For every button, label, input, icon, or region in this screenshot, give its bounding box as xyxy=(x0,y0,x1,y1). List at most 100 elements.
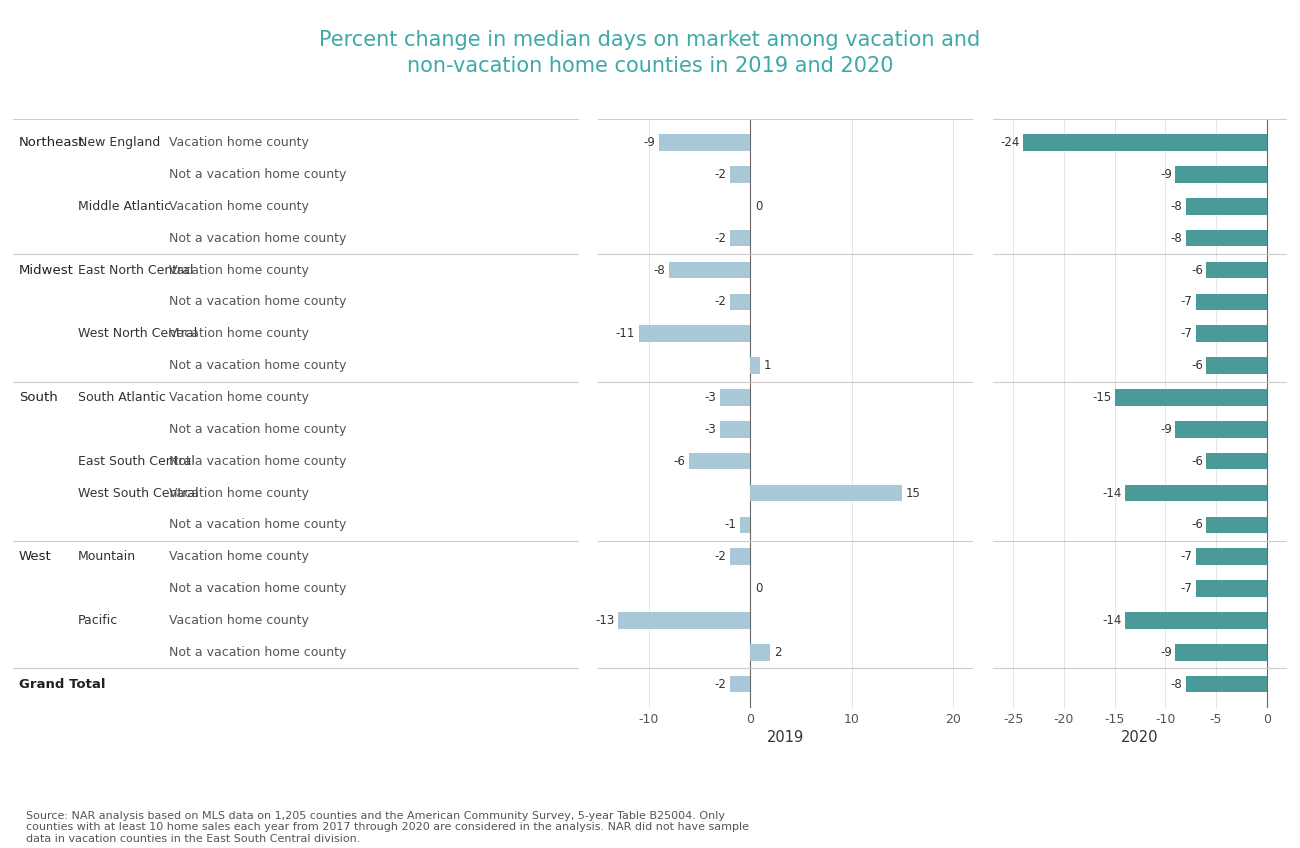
Bar xyxy=(1206,357,1266,374)
Text: Vacation home county: Vacation home county xyxy=(169,327,308,340)
Bar xyxy=(750,357,760,374)
Text: -6: -6 xyxy=(1191,359,1202,372)
Text: -2: -2 xyxy=(715,232,727,245)
Text: Not a vacation home county: Not a vacation home county xyxy=(169,455,346,468)
Text: -1: -1 xyxy=(724,518,737,532)
Bar xyxy=(729,676,750,693)
Text: Vacation home county: Vacation home county xyxy=(169,487,308,499)
Bar xyxy=(1124,485,1266,501)
Text: Source: NAR analysis based on MLS data on 1,205 counties and the American Commun: Source: NAR analysis based on MLS data o… xyxy=(26,811,749,844)
Text: Vacation home county: Vacation home county xyxy=(169,550,308,563)
Bar xyxy=(1186,676,1266,693)
Text: Not a vacation home county: Not a vacation home county xyxy=(169,646,346,659)
Bar xyxy=(720,421,750,438)
Text: -8: -8 xyxy=(1171,200,1183,213)
Bar xyxy=(1206,453,1266,470)
Text: Not a vacation home county: Not a vacation home county xyxy=(169,168,346,181)
Text: -9: -9 xyxy=(644,137,655,149)
Text: -14: -14 xyxy=(1102,487,1122,499)
Text: 2: 2 xyxy=(774,646,781,659)
Text: Not a vacation home county: Not a vacation home county xyxy=(169,359,346,372)
Bar xyxy=(729,549,750,565)
Text: 0: 0 xyxy=(755,582,763,595)
Text: -8: -8 xyxy=(1171,232,1183,245)
Bar xyxy=(1023,134,1266,151)
Text: Vacation home county: Vacation home county xyxy=(169,264,308,276)
Text: Not a vacation home county: Not a vacation home county xyxy=(169,582,346,595)
Text: New England: New England xyxy=(78,137,160,149)
Bar xyxy=(729,166,750,183)
Bar xyxy=(750,485,902,501)
Text: Not a vacation home county: Not a vacation home county xyxy=(169,518,346,532)
Text: -8: -8 xyxy=(1171,678,1183,690)
Text: -9: -9 xyxy=(1161,646,1173,659)
Bar xyxy=(659,134,750,151)
Text: -7: -7 xyxy=(1180,327,1192,340)
Text: West North Central: West North Central xyxy=(78,327,198,340)
Bar xyxy=(670,262,750,278)
X-axis label: 2019: 2019 xyxy=(767,730,805,745)
Text: -6: -6 xyxy=(1191,518,1202,532)
Text: -7: -7 xyxy=(1180,550,1192,563)
Bar xyxy=(689,453,750,470)
Text: -13: -13 xyxy=(595,614,615,627)
Text: Pacific: Pacific xyxy=(78,614,118,627)
Bar xyxy=(638,326,750,342)
Bar xyxy=(1175,166,1266,183)
Text: Not a vacation home county: Not a vacation home county xyxy=(169,295,346,309)
Text: Midwest: Midwest xyxy=(18,264,74,276)
Bar xyxy=(1186,198,1266,215)
Bar xyxy=(619,612,750,628)
Text: Percent change in median days on market among vacation and
non-vacation home cou: Percent change in median days on market … xyxy=(320,30,980,76)
Text: -2: -2 xyxy=(715,295,727,309)
Bar xyxy=(1206,516,1266,533)
Text: 15: 15 xyxy=(906,487,920,499)
Text: -2: -2 xyxy=(715,550,727,563)
Bar xyxy=(1196,326,1266,342)
Text: -7: -7 xyxy=(1180,295,1192,309)
Bar xyxy=(1196,549,1266,565)
Text: -3: -3 xyxy=(705,391,716,404)
X-axis label: 2020: 2020 xyxy=(1121,730,1158,745)
Bar xyxy=(1206,262,1266,278)
Text: -9: -9 xyxy=(1161,423,1173,436)
Text: Not a vacation home county: Not a vacation home county xyxy=(169,232,346,245)
Text: -8: -8 xyxy=(654,264,666,276)
Text: Vacation home county: Vacation home county xyxy=(169,614,308,627)
Text: -9: -9 xyxy=(1161,168,1173,181)
Bar xyxy=(1124,612,1266,628)
Text: Vacation home county: Vacation home county xyxy=(169,391,308,404)
Text: East North Central: East North Central xyxy=(78,264,194,276)
Text: Middle Atlantic: Middle Atlantic xyxy=(78,200,172,213)
Text: Vacation home county: Vacation home county xyxy=(169,200,308,213)
Text: -6: -6 xyxy=(673,455,685,468)
Text: -7: -7 xyxy=(1180,582,1192,595)
Bar xyxy=(1175,421,1266,438)
Text: West: West xyxy=(18,550,52,563)
Text: -14: -14 xyxy=(1102,614,1122,627)
Text: Mountain: Mountain xyxy=(78,550,136,563)
Text: -2: -2 xyxy=(715,678,727,690)
Text: East South Central: East South Central xyxy=(78,455,195,468)
Bar xyxy=(720,389,750,405)
Text: -6: -6 xyxy=(1191,264,1202,276)
Text: -6: -6 xyxy=(1191,455,1202,468)
Bar xyxy=(729,293,750,310)
Bar xyxy=(1186,230,1266,247)
Text: Not a vacation home county: Not a vacation home county xyxy=(169,423,346,436)
Text: West South Central: West South Central xyxy=(78,487,199,499)
Bar xyxy=(1175,644,1266,661)
Text: Northeast: Northeast xyxy=(18,137,85,149)
Bar xyxy=(1114,389,1266,405)
Bar xyxy=(729,230,750,247)
Text: South Atlantic: South Atlantic xyxy=(78,391,166,404)
Text: -15: -15 xyxy=(1092,391,1112,404)
Text: -2: -2 xyxy=(715,168,727,181)
Bar xyxy=(740,516,750,533)
Bar xyxy=(1196,293,1266,310)
Bar xyxy=(1196,580,1266,597)
Bar xyxy=(750,644,771,661)
Text: Grand Total: Grand Total xyxy=(18,678,105,690)
Text: Vacation home county: Vacation home county xyxy=(169,137,308,149)
Text: South: South xyxy=(18,391,57,404)
